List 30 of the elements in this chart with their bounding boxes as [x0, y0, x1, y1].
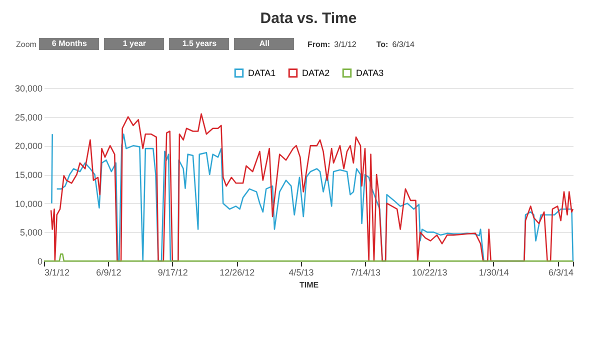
- x-axis-title: TIME: [299, 280, 320, 290]
- y-tick-label: 5,000: [20, 228, 42, 238]
- control-label: From:: [307, 40, 330, 48]
- legend-label: DATA2: [302, 68, 330, 78]
- control-label: Zoom: [16, 40, 36, 48]
- y-tick-label: 0: [37, 256, 42, 266]
- x-tick-label: 4/5/13: [288, 268, 314, 278]
- zoom-button: 1 year: [104, 38, 164, 50]
- x-tick-label: 7/14/13: [350, 268, 381, 278]
- x-tick-label: 6/9/12: [96, 268, 122, 278]
- zoom-button: 6 Months: [39, 38, 100, 50]
- y-tick-label: 20,000: [14, 141, 42, 152]
- y-tick-label: 15,000: [14, 170, 42, 180]
- legend-label: DATA1: [248, 68, 276, 78]
- date-field: 6/3/14: [392, 40, 414, 48]
- x-tick-label: 6/3/14: [548, 268, 574, 278]
- x-tick-label: 12/26/12: [220, 268, 255, 278]
- x-tick-label: 1/30/14: [478, 268, 509, 278]
- y-tick-label: 10,000: [14, 198, 42, 209]
- x-tick-label: 9/17/12: [158, 268, 188, 278]
- zoom-button: All: [234, 38, 294, 50]
- x-tick-label: 10/22/13: [412, 268, 448, 278]
- y-tick-label: 30,000: [14, 84, 42, 94]
- x-tick-label: 3/1/12: [44, 268, 70, 278]
- legend-label: DATA3: [356, 68, 384, 78]
- control-label: To:: [376, 40, 388, 48]
- date-field: 3/1/12: [334, 40, 356, 48]
- zoom-button: 1.5 years: [169, 38, 230, 50]
- chart-title: Data vs. Time: [260, 10, 357, 27]
- y-tick-label: 25,000: [14, 112, 42, 122]
